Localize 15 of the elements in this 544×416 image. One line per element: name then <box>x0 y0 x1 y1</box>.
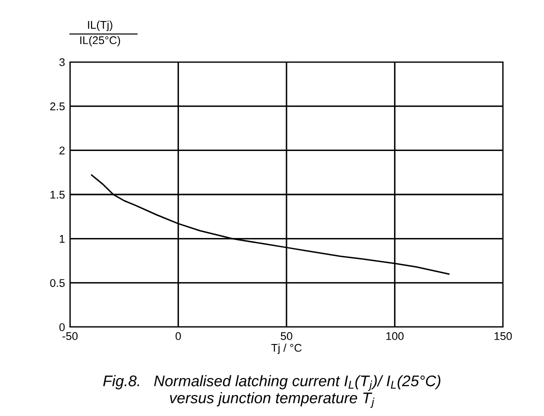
y-tick-label: 2 <box>60 146 65 154</box>
x-tick-label: 100 <box>386 332 404 340</box>
y-tick-label: 2.5 <box>50 102 65 110</box>
chart-title: Fig.8. Normalised latching current I$_{L}$(T$_{j}$)/ I$_{L}$(25°C) versus junction temperature T$_{j}$ <box>103 375 440 408</box>
x-axis-title: Tj / °C <box>271 344 302 354</box>
x-tick-label: 50 <box>280 332 292 340</box>
x-tick-label: 150 <box>494 332 512 340</box>
x-tick-label: -50 <box>62 332 78 340</box>
y-tick-label: 3 <box>59 58 65 66</box>
y-tick-label: 1 <box>60 235 65 243</box>
y-axis-title: IL(Tj) IL(25°C) <box>80 20 120 46</box>
x-tick-label: 0 <box>176 332 181 340</box>
y-tick-label: 0.5 <box>50 279 65 287</box>
y-tick-label: 0 <box>59 323 65 332</box>
y-tick-label: 1.5 <box>50 190 65 199</box>
